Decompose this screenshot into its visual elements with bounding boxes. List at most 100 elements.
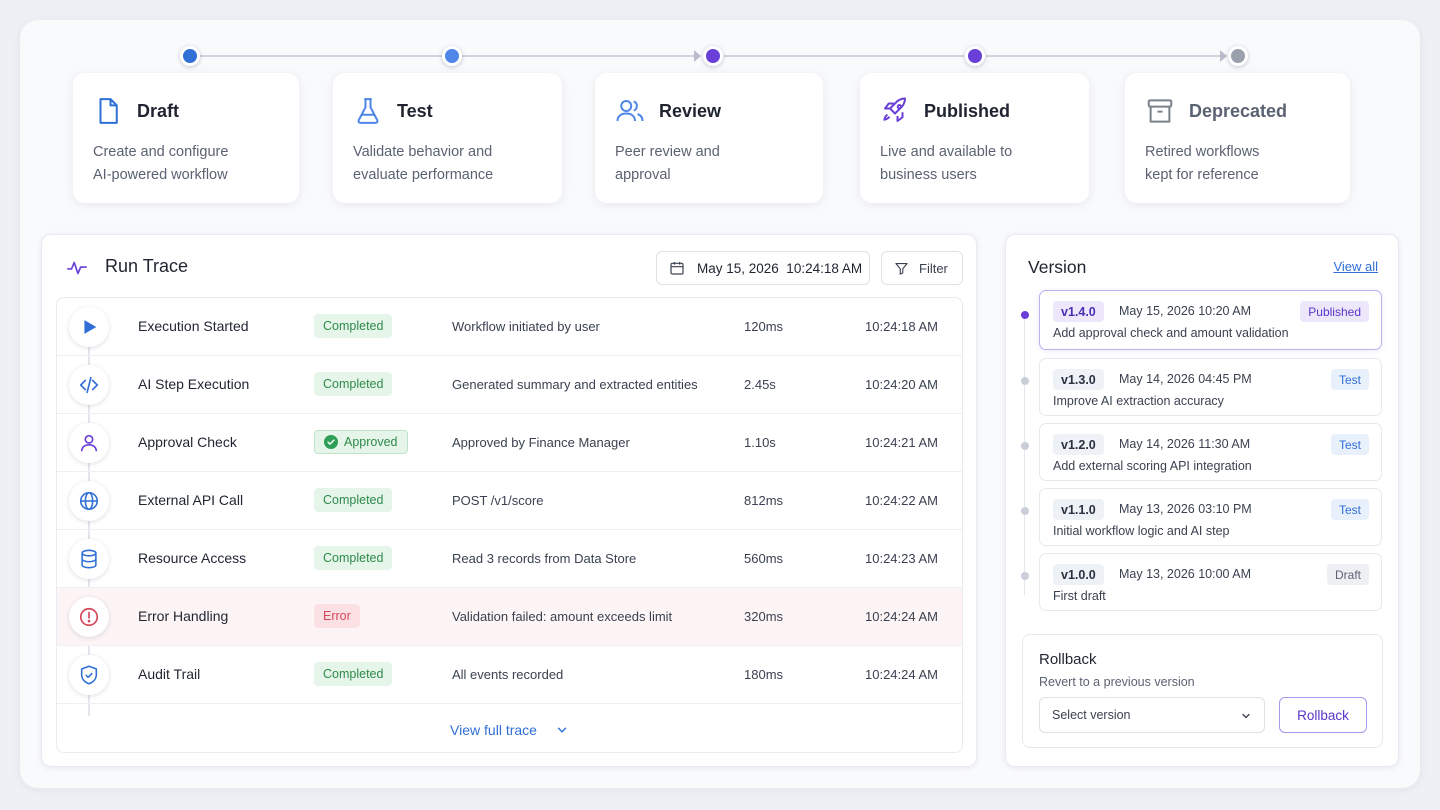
- filter-button[interactable]: Filter: [881, 251, 963, 285]
- version-date: May 13, 2026 03:10 PM: [1119, 502, 1252, 516]
- trace-time: 10:24:24 AM: [865, 667, 938, 682]
- version-select-value: Select version: [1052, 708, 1131, 722]
- version-item-v1-4-0[interactable]: v1.4.0 May 15, 2026 10:20 AM Published A…: [1039, 290, 1382, 350]
- trace-step-name: AI Step Execution: [138, 376, 250, 392]
- trace-table: Execution Started Completed Workflow ini…: [56, 297, 963, 753]
- trace-duration: 180ms: [744, 667, 784, 682]
- stage-title: Published: [924, 100, 1011, 121]
- stage-description: Retired workflows kept for reference: [1145, 144, 1260, 183]
- status-badge: Completed: [314, 662, 393, 686]
- trace-row-resource-access[interactable]: Resource Access Completed Read 3 records…: [57, 530, 962, 588]
- filter-icon: [895, 262, 908, 275]
- trace-step-icon: [69, 539, 109, 579]
- version-description: Add external scoring API integration: [1053, 459, 1252, 473]
- trace-duration: 120ms: [744, 319, 784, 334]
- code-icon: [79, 376, 99, 394]
- trace-row-execution-started[interactable]: Execution Started Completed Workflow ini…: [57, 298, 962, 356]
- stage-dot-deprecated[interactable]: [1228, 46, 1248, 66]
- trace-time: 10:24:22 AM: [865, 493, 938, 508]
- version-item-v1-1-0[interactable]: v1.1.0 May 13, 2026 03:10 PM Test Initia…: [1039, 488, 1382, 546]
- flask-icon: [357, 98, 379, 124]
- version-date: May 15, 2026 10:20 AM: [1119, 304, 1252, 318]
- version-description: Improve AI extraction accuracy: [1053, 394, 1224, 408]
- version-status-badge: Test: [1330, 434, 1369, 455]
- trace-row-audit-trail[interactable]: Audit Trail Completed All events recorde…: [57, 646, 962, 704]
- version-dot: [1021, 442, 1029, 450]
- version-tag: v1.4.0: [1053, 301, 1104, 322]
- stage-title: Draft: [137, 100, 180, 121]
- trace-time: 10:24:23 AM: [865, 551, 938, 566]
- stage-card-test[interactable]: Test Validate behavior and evaluate perf…: [333, 73, 562, 203]
- stage-dot-test[interactable]: [442, 46, 462, 66]
- timeline-arrow-icon: [1220, 50, 1227, 62]
- trace-connector-line: [88, 346, 90, 716]
- version-tag: v1.3.0: [1053, 369, 1104, 390]
- trace-duration: 812ms: [744, 493, 784, 508]
- version-dot: [1021, 507, 1029, 515]
- status-badge: Completed: [314, 488, 393, 512]
- status-badge: Error: [314, 604, 360, 628]
- version-date: May 14, 2026 04:45 PM: [1119, 372, 1252, 386]
- trace-step-icon: [69, 481, 109, 521]
- trace-description: All events recorded: [452, 667, 564, 682]
- stage-card-draft[interactable]: Draft Create and configure AI-powered wo…: [73, 73, 299, 203]
- version-item-v1-0-0[interactable]: v1.0.0 May 13, 2026 10:00 AM Draft First…: [1039, 553, 1382, 611]
- version-date: May 14, 2026 11:30 AM: [1119, 437, 1251, 451]
- trace-description: POST /v1/score: [452, 493, 544, 508]
- run-trace-header: Run Trace May 15, 2026 10:24:18 AM Filte…: [42, 235, 976, 297]
- version-dot: [1021, 572, 1029, 580]
- status-badge: Approved: [314, 430, 408, 454]
- trace-time: 10:24:21 AM: [865, 435, 938, 450]
- trace-step-name: Approval Check: [138, 434, 237, 450]
- view-full-trace-button[interactable]: View full trace: [57, 706, 962, 752]
- stage-dot-review[interactable]: [703, 46, 723, 66]
- trace-step-icon: [69, 655, 109, 695]
- version-item-v1-3-0[interactable]: v1.3.0 May 14, 2026 04:45 PM Test Improv…: [1039, 358, 1382, 416]
- trace-step-name: Audit Trail: [138, 666, 201, 682]
- calendar-icon: [670, 262, 684, 275]
- stage-card-review[interactable]: Review Peer review and approval: [595, 73, 823, 203]
- trace-row-ai-step-execution[interactable]: AI Step Execution Completed Generated su…: [57, 356, 962, 414]
- version-status-badge: Test: [1330, 369, 1369, 390]
- stage-timeline: Draft Create and configure AI-powered wo…: [0, 0, 1440, 210]
- database-icon: [81, 549, 97, 569]
- version-title: Version: [1028, 257, 1087, 277]
- version-select[interactable]: Select version: [1039, 697, 1265, 733]
- stage-description: Live and available to business users: [880, 144, 1013, 183]
- view-all-link[interactable]: View all: [1333, 259, 1378, 274]
- version-description: Add approval check and amount validation: [1053, 326, 1289, 340]
- stage-card-deprecated[interactable]: Deprecated Retired workflows kept for re…: [1125, 73, 1350, 203]
- stage-dot-draft[interactable]: [180, 46, 200, 66]
- version-status-badge: Test: [1330, 499, 1369, 520]
- timeline-connector: [724, 55, 964, 57]
- trace-duration: 560ms: [744, 551, 784, 566]
- rollback-button[interactable]: Rollback: [1279, 697, 1367, 733]
- trace-time: 10:24:24 AM: [865, 609, 938, 624]
- timeline-connector: [986, 55, 1226, 57]
- users-icon: [616, 100, 644, 122]
- run-trace-title: Run Trace: [105, 256, 189, 276]
- chevron-down-icon: [557, 727, 567, 733]
- run-trace-panel: Run Trace May 15, 2026 10:24:18 AM Filte…: [41, 234, 977, 767]
- stage-card-published[interactable]: Published Live and available to business…: [860, 73, 1089, 203]
- stage-title: Test: [397, 100, 433, 121]
- date-filter-button[interactable]: May 15, 2026 10:24:18 AM: [656, 251, 870, 285]
- archive-icon: [1147, 99, 1173, 123]
- stage-title: Review: [659, 100, 722, 121]
- trace-row-external-api-call[interactable]: External API Call Completed POST /v1/sco…: [57, 472, 962, 530]
- stage-dot-published[interactable]: [965, 46, 985, 66]
- timeline-connector: [200, 55, 442, 57]
- version-item-v1-2-0[interactable]: v1.2.0 May 14, 2026 11:30 AM Test Add ex…: [1039, 423, 1382, 481]
- activity-icon: [67, 261, 87, 275]
- trace-time: 10:24:20 AM: [865, 377, 938, 392]
- trace-step-name: External API Call: [138, 492, 244, 508]
- version-status-badge: Published: [1300, 301, 1369, 322]
- trace-description: Validation failed: amount exceeds limit: [452, 609, 673, 624]
- date-filter-value: May 15, 2026 10:24:18 AM: [697, 260, 863, 276]
- status-badge: Completed: [314, 372, 393, 396]
- trace-row-approval-check[interactable]: Approval Check Approved Approved by Fina…: [57, 414, 962, 472]
- trace-row-error-handling[interactable]: Error Handling Error Validation failed: …: [57, 588, 962, 646]
- version-dot: [1021, 377, 1029, 385]
- rollback-section: Rollback Revert to a previous version Se…: [1022, 634, 1383, 748]
- view-full-trace-label: View full trace: [450, 722, 537, 738]
